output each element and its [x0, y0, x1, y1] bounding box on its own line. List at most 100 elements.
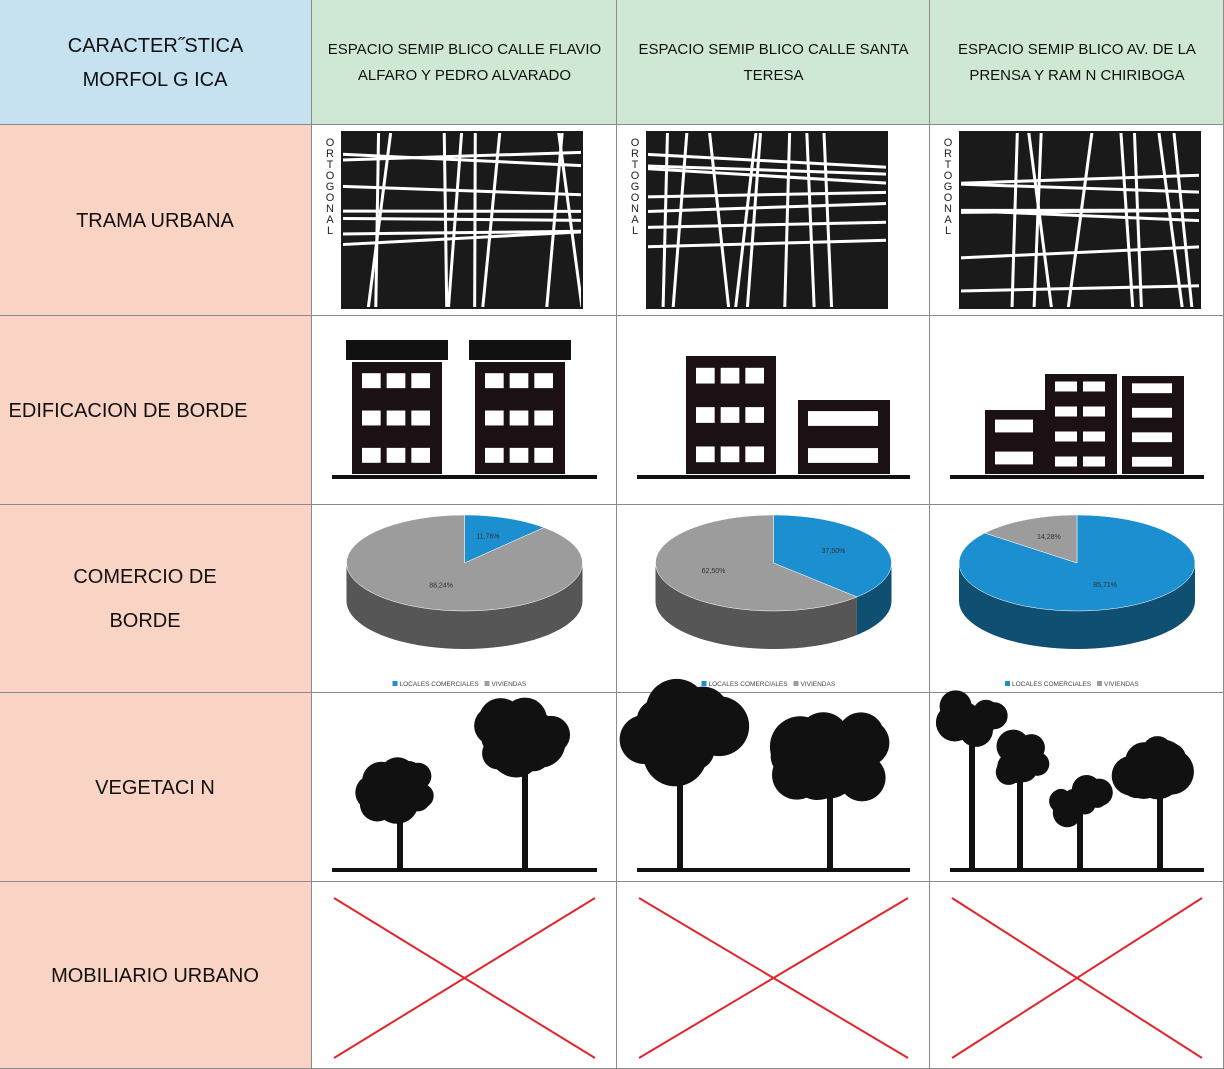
foliage — [502, 697, 548, 742]
vertical-label: ORTOGONAL — [942, 137, 954, 236]
table-cell — [312, 882, 617, 1069]
table-cell — [0, 0, 312, 125]
legend-label: LOCALES COMERCIALES — [709, 681, 789, 688]
street — [671, 131, 689, 309]
pie-side — [959, 563, 1195, 649]
street — [646, 238, 888, 249]
pie-slice — [773, 514, 892, 598]
foliage — [368, 787, 393, 812]
trunk — [677, 748, 683, 868]
window — [720, 367, 740, 384]
street — [1132, 131, 1143, 309]
window — [386, 410, 406, 426]
slice-label: 85,71% — [1093, 582, 1117, 589]
street — [959, 284, 1201, 293]
pie-slice — [655, 514, 858, 612]
window — [1132, 383, 1172, 394]
window — [1083, 431, 1105, 442]
street-map — [647, 132, 887, 308]
street — [1157, 131, 1184, 309]
slice-label: 11,76% — [476, 533, 499, 540]
window — [1132, 407, 1172, 418]
window — [1083, 406, 1105, 417]
header-text: ESPACIO SEMIP BLICO AV. DE LA PRENSA Y R… — [958, 41, 1196, 84]
window — [411, 373, 430, 389]
window — [509, 373, 529, 389]
slice-label: 37,50% — [822, 548, 846, 555]
slice-label: 62,50% — [702, 568, 726, 575]
window — [534, 447, 553, 463]
street — [341, 184, 583, 197]
street — [734, 131, 758, 309]
legend-swatch — [484, 681, 490, 686]
legend-swatch — [392, 681, 398, 686]
table-cell — [312, 0, 617, 125]
window — [1083, 381, 1105, 392]
window — [534, 373, 553, 389]
window — [362, 410, 381, 426]
street — [1032, 131, 1043, 309]
header-text: ESPACIO SEMIP BLICO CALLE FLAVIO ALFARO … — [327, 41, 602, 84]
window — [745, 367, 764, 384]
trunk — [1077, 808, 1083, 868]
table-cell — [0, 125, 312, 316]
street — [1172, 131, 1194, 309]
window — [808, 411, 878, 426]
street — [646, 164, 888, 176]
pie-side — [346, 563, 583, 649]
row-label: MOBILIARIO URBANO — [51, 964, 259, 987]
legend-label: VIVIENDAS — [801, 681, 836, 688]
slice-label: 88,24% — [429, 583, 453, 590]
legend-label: VIVIENDAS — [492, 681, 527, 688]
window — [1055, 456, 1077, 467]
foliage — [404, 762, 432, 790]
pie-slice — [984, 514, 1078, 564]
window — [411, 410, 430, 426]
street — [805, 131, 816, 309]
window — [995, 419, 1033, 433]
window — [995, 451, 1033, 465]
window — [745, 407, 764, 423]
trunk — [969, 728, 975, 868]
map-frame — [341, 131, 583, 309]
legend-swatch — [701, 681, 707, 686]
street — [646, 202, 888, 214]
street — [446, 131, 464, 309]
roof — [346, 340, 448, 360]
foliage — [815, 721, 880, 786]
cross-line — [951, 897, 1203, 1059]
window — [1055, 431, 1077, 442]
window — [386, 373, 406, 389]
street — [366, 131, 393, 309]
trunk — [522, 748, 528, 868]
street — [661, 131, 669, 309]
foliage — [1087, 789, 1107, 808]
legend-swatch — [793, 681, 799, 686]
slice-label: 14,28% — [1037, 534, 1061, 541]
vertical-label: ORTOGONAL — [324, 137, 336, 236]
trunk — [1157, 778, 1163, 868]
street — [1010, 131, 1019, 309]
table-cell — [0, 505, 312, 693]
street — [341, 152, 583, 168]
street — [1119, 131, 1135, 309]
window — [386, 447, 406, 463]
trunk — [1017, 768, 1023, 868]
row-label: VEGETACI N — [95, 776, 215, 799]
street — [341, 217, 583, 222]
window — [1055, 406, 1077, 417]
trunk — [397, 798, 403, 868]
street — [646, 190, 888, 199]
header-text: ESPACIO SEMIP BLICO CALLE SANTA TERESA — [638, 41, 909, 84]
foliage — [1016, 749, 1038, 771]
street — [442, 131, 449, 309]
street — [341, 229, 583, 236]
foliage — [689, 704, 737, 752]
legend-label: VIVIENDAS — [1104, 681, 1139, 688]
pie-slice — [346, 514, 583, 612]
cross-line — [638, 897, 909, 1059]
foliage — [777, 752, 817, 792]
map-frame — [646, 131, 888, 309]
